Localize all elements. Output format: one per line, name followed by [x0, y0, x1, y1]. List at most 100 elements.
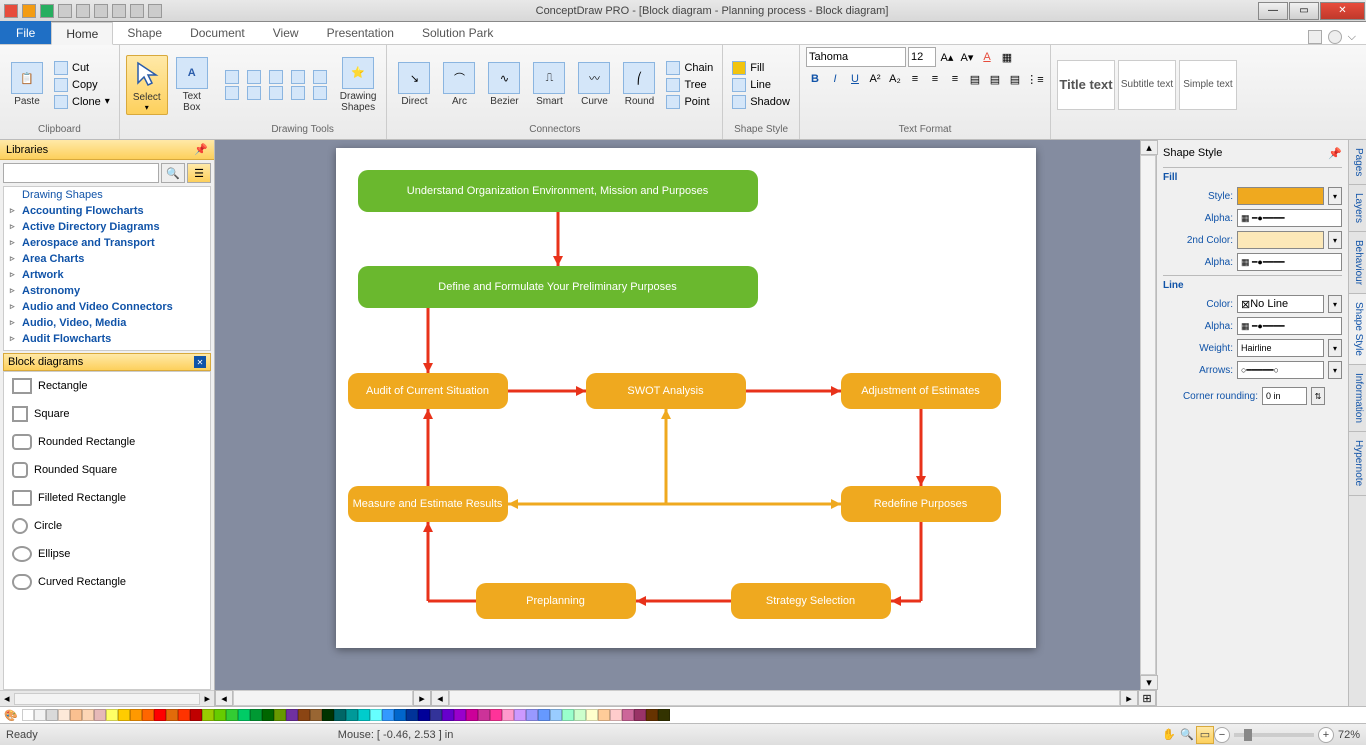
color-swatch[interactable]: [658, 709, 670, 721]
color-swatch[interactable]: [406, 709, 418, 721]
color-swatch[interactable]: [142, 709, 154, 721]
highlight-icon[interactable]: ▦: [998, 48, 1016, 66]
bold-icon[interactable]: B: [806, 70, 824, 88]
dropdown-icon[interactable]: ▾: [1328, 339, 1342, 357]
color-swatch[interactable]: [598, 709, 610, 721]
vertical-scrollbar[interactable]: ▴▾: [1140, 140, 1156, 690]
shape-item[interactable]: Curved Rectangle: [4, 568, 210, 596]
dropdown-icon[interactable]: ▾: [1328, 295, 1342, 313]
shape-list[interactable]: RectangleSquareRounded RectangleRounded …: [3, 371, 211, 690]
color-swatch[interactable]: [634, 709, 646, 721]
qat-icon[interactable]: [22, 4, 36, 18]
page-nav-icon[interactable]: ⊞: [1138, 690, 1156, 706]
color-swatch[interactable]: [358, 709, 370, 721]
shape-item[interactable]: Ellipse: [4, 540, 210, 568]
side-tab[interactable]: Information: [1349, 365, 1366, 432]
shape-item[interactable]: Rectangle: [4, 372, 210, 400]
side-tab[interactable]: Shape Style: [1349, 294, 1366, 365]
shape-item[interactable]: Square: [4, 400, 210, 428]
fill-button[interactable]: Fill: [729, 60, 793, 76]
color-swatch[interactable]: [430, 709, 442, 721]
select-button[interactable]: Select ▾: [126, 55, 168, 115]
round-button[interactable]: ⎛Round: [618, 60, 660, 109]
color-swatch[interactable]: [502, 709, 514, 721]
collapse-ribbon-icon[interactable]: ⌵: [1348, 31, 1356, 44]
superscript-icon[interactable]: A²: [866, 70, 884, 88]
diagram-block[interactable]: Redefine Purposes: [841, 486, 1001, 522]
align-right-icon[interactable]: ≡: [946, 70, 964, 88]
diagram-block[interactable]: Audit of Current Situation: [348, 373, 508, 409]
shadow-button[interactable]: Shadow: [729, 94, 793, 110]
arrows-select[interactable]: ○━━━━━○: [1237, 361, 1324, 379]
close-button[interactable]: ✕: [1320, 2, 1365, 20]
fill-style-swatch[interactable]: [1237, 187, 1324, 205]
search-button[interactable]: 🔍: [161, 163, 185, 183]
tool-icon[interactable]: [247, 70, 261, 84]
color-swatch[interactable]: [586, 709, 598, 721]
color-swatch[interactable]: [70, 709, 82, 721]
zoom-tool-icon[interactable]: 🔍: [1178, 726, 1196, 744]
qat-icon[interactable]: [58, 4, 72, 18]
color-swatch[interactable]: [238, 709, 250, 721]
font-size-select[interactable]: [908, 47, 936, 67]
color-swatch[interactable]: [94, 709, 106, 721]
library-item[interactable]: Area Charts: [4, 251, 210, 267]
diagram-block[interactable]: Preplanning: [476, 583, 636, 619]
page[interactable]: Understand Organization Environment, Mis…: [336, 148, 1036, 648]
hand-tool-icon[interactable]: ✋: [1160, 726, 1178, 744]
help-icon[interactable]: [1308, 30, 1322, 44]
smart-button[interactable]: ⎍Smart: [528, 60, 570, 109]
subscript-icon[interactable]: A₂: [886, 70, 904, 88]
library-item[interactable]: Audio, Video, Media: [4, 315, 210, 331]
color-swatch[interactable]: [226, 709, 238, 721]
color-swatch[interactable]: [106, 709, 118, 721]
color-swatch[interactable]: [202, 709, 214, 721]
close-icon[interactable]: ✕: [194, 356, 206, 368]
color-swatch[interactable]: [58, 709, 70, 721]
tree-button[interactable]: Tree: [663, 77, 716, 93]
color-swatch[interactable]: [646, 709, 658, 721]
diagram-block[interactable]: Strategy Selection: [731, 583, 891, 619]
color-swatch[interactable]: [322, 709, 334, 721]
side-tab[interactable]: Behaviour: [1349, 232, 1366, 294]
horizontal-scrollbar[interactable]: ◂▸ ◂▸ ⊞: [215, 690, 1156, 706]
tab-shape[interactable]: Shape: [113, 21, 176, 44]
library-item[interactable]: Drawing Shapes: [4, 187, 210, 203]
corner-input[interactable]: 0 in: [1262, 387, 1307, 405]
align-top-icon[interactable]: ▤: [966, 70, 984, 88]
color-swatch[interactable]: [418, 709, 430, 721]
point-button[interactable]: Point: [663, 94, 716, 110]
chain-button[interactable]: Chain: [663, 60, 716, 76]
shapes-section-header[interactable]: Block diagrams ✕: [3, 353, 211, 371]
tab-presentation[interactable]: Presentation: [313, 21, 408, 44]
preview-simple[interactable]: Simple text: [1179, 60, 1237, 110]
shrink-font-icon[interactable]: A▾: [958, 48, 976, 66]
pin-icon[interactable]: 📌: [194, 143, 208, 156]
color-swatch[interactable]: [490, 709, 502, 721]
color-swatch[interactable]: [514, 709, 526, 721]
qat-icon[interactable]: [94, 4, 108, 18]
tool-icon[interactable]: [313, 70, 327, 84]
fit-page-icon[interactable]: ▭: [1196, 726, 1214, 744]
zoom-slider[interactable]: [1234, 733, 1314, 737]
direct-button[interactable]: ↘Direct: [393, 60, 435, 109]
cut-button[interactable]: Cut: [51, 60, 113, 76]
library-item[interactable]: Active Directory Diagrams: [4, 219, 210, 235]
dropdown-icon[interactable]: ▾: [1328, 187, 1342, 205]
library-item[interactable]: Audio and Video Connectors: [4, 299, 210, 315]
line-color-select[interactable]: ⊠ No Line: [1237, 295, 1324, 313]
drawing-shapes-button[interactable]: ⭐ Drawing Shapes: [336, 55, 381, 115]
tool-icon[interactable]: [269, 86, 283, 100]
color-swatch[interactable]: [118, 709, 130, 721]
color-swatch[interactable]: [190, 709, 202, 721]
tab-home[interactable]: Home: [51, 22, 113, 45]
copy-button[interactable]: Copy: [51, 77, 113, 93]
color-swatch[interactable]: [478, 709, 490, 721]
color-swatch[interactable]: [574, 709, 586, 721]
color-swatch[interactable]: [370, 709, 382, 721]
color-swatch[interactable]: [22, 709, 34, 721]
fill-alpha-slider[interactable]: ▦ ━●━━━━: [1237, 209, 1342, 227]
view-toggle-button[interactable]: ☰: [187, 163, 211, 183]
library-tree[interactable]: Drawing ShapesAccounting FlowchartsActiv…: [3, 186, 211, 351]
color-swatch[interactable]: [346, 709, 358, 721]
